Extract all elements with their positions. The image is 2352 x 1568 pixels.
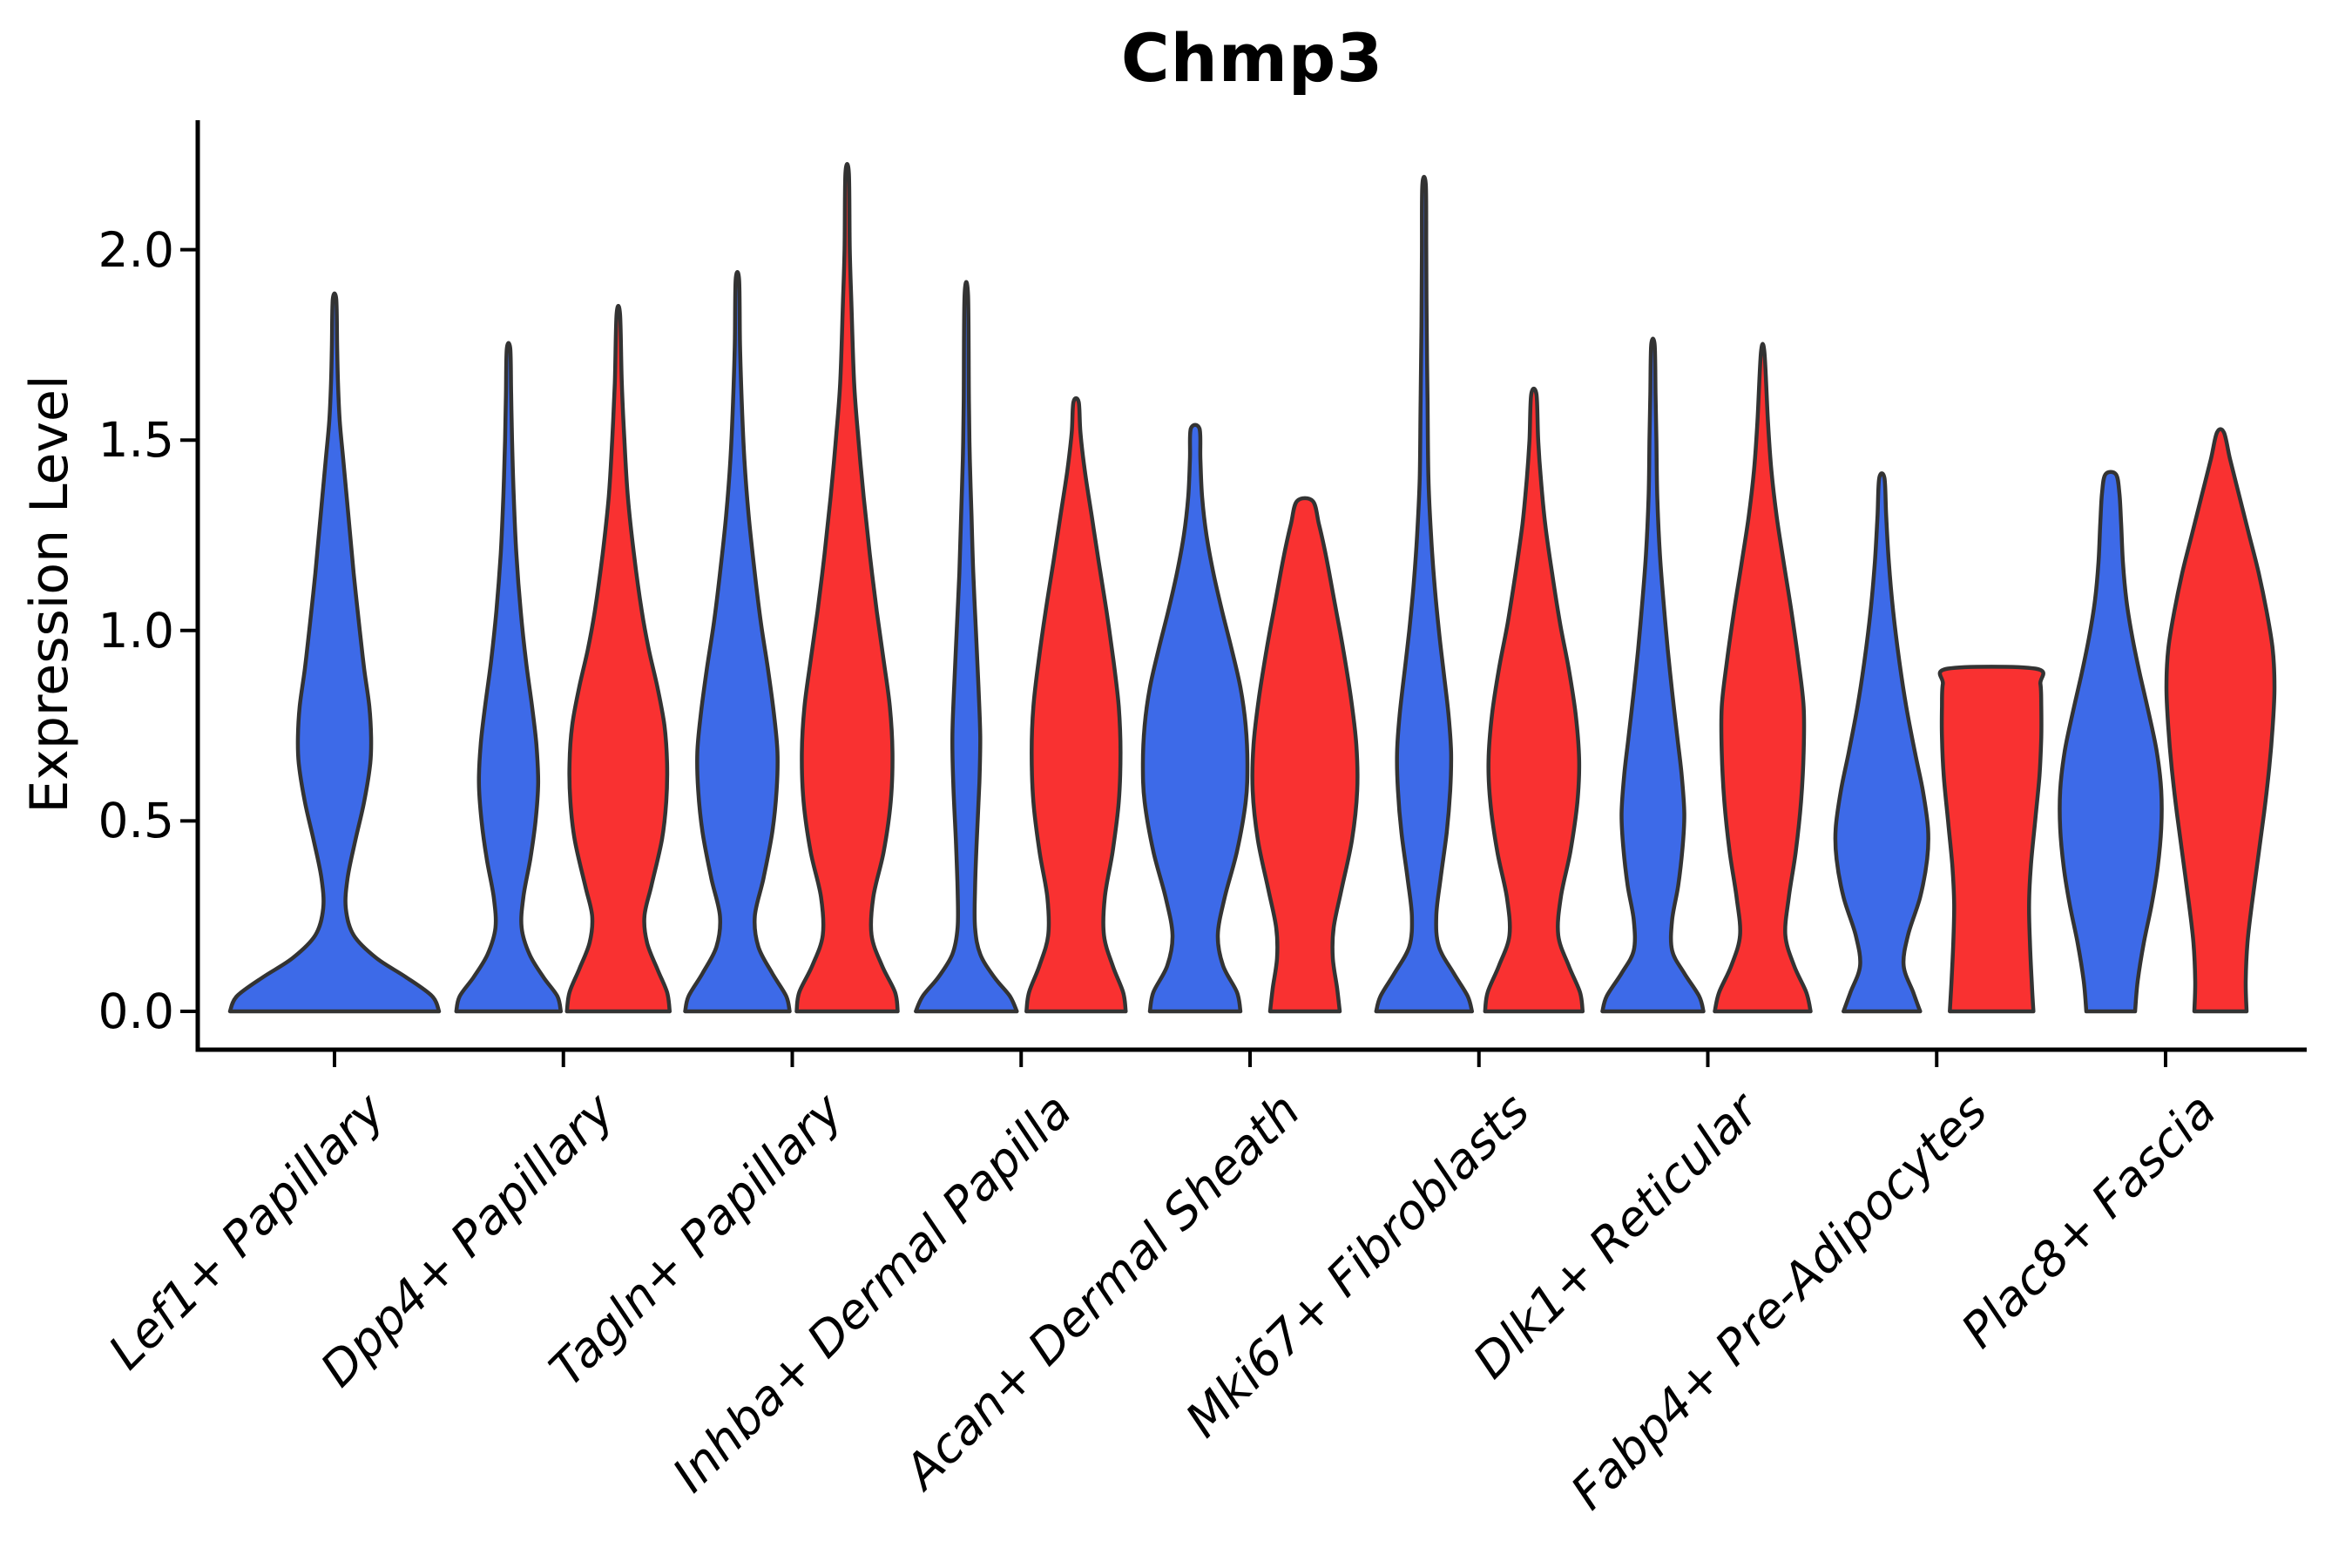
- y-tick-label: 2.0: [98, 221, 174, 278]
- y-tick-label: 1.5: [98, 412, 174, 469]
- violin-dlk1-reticular-red: [1713, 341, 1813, 1014]
- violin-fabp4-pre-adipocytes-blue: [1833, 471, 1930, 1014]
- violin-inhba-dermal-papilla-blue: [914, 280, 1019, 1014]
- violin-mki67-fibroblasts-red: [1483, 386, 1585, 1014]
- violin-mki67-fibroblasts-blue: [1374, 174, 1475, 1014]
- y-tick-label: 1.0: [98, 602, 174, 659]
- violin-inhba-dermal-papilla-red: [1024, 396, 1128, 1014]
- violin-plac8-fascia-blue: [2058, 470, 2164, 1014]
- violin-acan-dermal-sheath-red: [1250, 496, 1360, 1014]
- plot-title: Chmp3: [1120, 19, 1384, 97]
- violin-tagln-papillary-red: [794, 162, 900, 1014]
- violin-lef1-papillary-blue: [227, 291, 442, 1014]
- violin-dpp4-papillary-blue: [454, 341, 564, 1014]
- violin-tagln-papillary-blue: [683, 270, 792, 1014]
- violin-acan-dermal-sheath-blue: [1140, 422, 1250, 1014]
- violin-plac8-fascia-red: [2164, 427, 2277, 1014]
- violin-dpp4-papillary-red: [564, 303, 672, 1014]
- violin-fabp4-pre-adipocytes-red: [1937, 665, 2045, 1014]
- y-tick-label: 0.5: [98, 793, 174, 849]
- y-tick-label: 0.0: [98, 983, 174, 1039]
- violin-dlk1-reticular-blue: [1600, 336, 1706, 1014]
